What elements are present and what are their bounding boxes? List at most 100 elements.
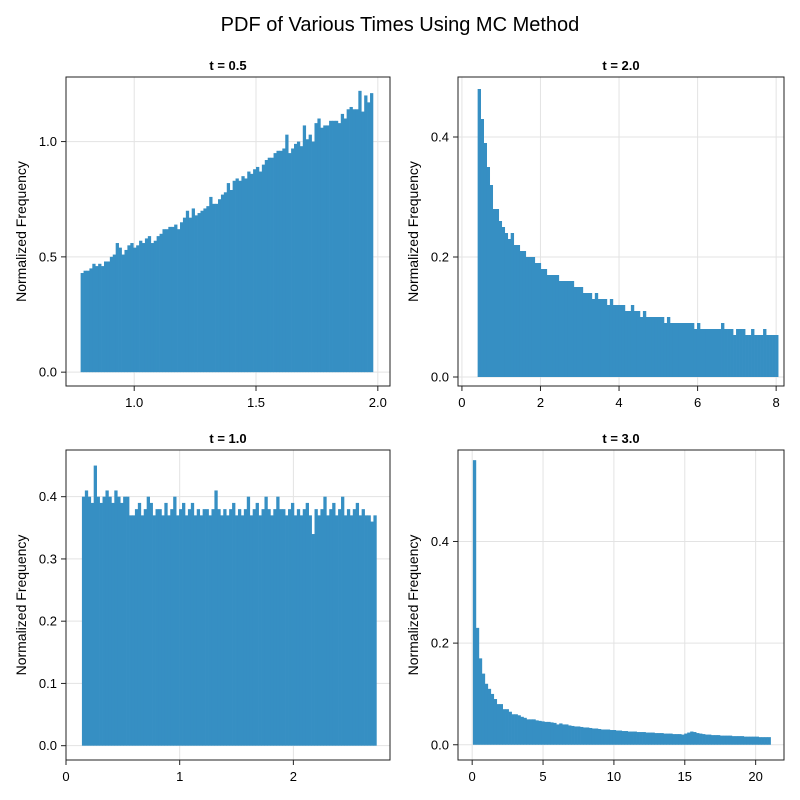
histogram-bar [217, 509, 220, 746]
histogram-bar [135, 509, 138, 746]
histogram-bar [101, 266, 104, 372]
histogram-bar [186, 211, 189, 372]
histogram-bar [637, 732, 640, 745]
histogram-bar [100, 503, 103, 746]
histogram-bar [658, 317, 661, 377]
histogram-bar [264, 497, 267, 746]
histogram-bar [556, 724, 559, 744]
histogram-bar [487, 167, 490, 377]
histogram-bar [532, 257, 535, 377]
histogram-bar [329, 121, 332, 372]
histogram-bar [705, 735, 708, 745]
histogram-bar [113, 255, 116, 373]
histogram-bar [206, 206, 209, 372]
histogram-bar [170, 509, 173, 746]
histogram-bar [235, 515, 238, 745]
histogram-bar [706, 329, 709, 377]
histogram-bar [114, 490, 117, 745]
histogram-bar [592, 728, 595, 744]
histogram-bar [765, 737, 768, 745]
histogram-bar [276, 151, 279, 372]
histogram-bar [306, 503, 309, 746]
histogram-bar [753, 737, 756, 745]
subplot-2: 0 2 4 6 80.00.20.4t = 2.0Normalized Frequenc… [405, 58, 784, 410]
histogram-bar [122, 255, 125, 373]
histogram-bar [232, 503, 235, 746]
histogram-bar [661, 317, 664, 377]
histogram-bar [497, 704, 500, 745]
histogram-bar [604, 730, 607, 745]
histogram-bar [294, 515, 297, 745]
subplot-title: t = 0.5 [209, 58, 246, 73]
histogram-bar [646, 317, 649, 377]
histogram-bar [353, 509, 356, 746]
histogram-bar [723, 736, 726, 745]
histogram-bar [744, 737, 747, 745]
histogram-bar [84, 271, 87, 372]
histogram-bar [291, 148, 294, 372]
histogram-bar [220, 515, 223, 745]
histogram-bar [197, 509, 200, 746]
histogram-bar [544, 722, 547, 745]
histogram-bar [681, 735, 684, 745]
histogram-bar [499, 221, 502, 377]
histogram-bar [580, 287, 583, 377]
histogram-bar [338, 509, 341, 746]
histogram-bar [574, 726, 577, 744]
histogram-bar [496, 209, 499, 377]
histogram-bar [315, 509, 318, 746]
histogram-bar [230, 190, 233, 372]
histogram-bar [541, 721, 544, 744]
histogram-bar [595, 728, 598, 744]
histogram-bar [538, 721, 541, 745]
histogram-bar [541, 269, 544, 377]
histogram-bar [676, 323, 679, 377]
histogram-bar [212, 204, 215, 372]
y-tick-label: 0.0 [431, 370, 449, 385]
histogram-bar [226, 515, 229, 745]
histogram-bar [667, 317, 670, 377]
histogram-bar [120, 503, 123, 746]
histogram-bar [238, 181, 241, 372]
histogram-bar [732, 736, 735, 745]
histogram-bar [129, 515, 132, 745]
x-tick-label: 2.0 [369, 395, 387, 410]
histogram-bar [673, 323, 676, 377]
histogram-bar [247, 172, 250, 373]
histogram-bar [224, 192, 227, 372]
histogram-bar [610, 730, 613, 745]
x-tick-label: 0 [458, 395, 465, 410]
histogram-bar [571, 281, 574, 377]
histogram-bar [729, 736, 732, 745]
histogram-bar [223, 509, 226, 746]
histogram-bar [282, 509, 285, 746]
histogram-bar [344, 515, 347, 745]
histogram-bar [721, 323, 724, 377]
histogram-bar [326, 515, 329, 745]
y-tick-label: 0.2 [39, 614, 57, 629]
histogram-bar [520, 251, 523, 377]
histogram-bar [697, 323, 700, 377]
histogram-bar [350, 515, 353, 745]
histogram-bar [126, 497, 129, 746]
histogram-bar [262, 165, 265, 373]
histogram-bar [648, 733, 651, 745]
x-tick-label: 5 [539, 769, 546, 784]
histogram-bar [88, 497, 91, 746]
histogram-bar [168, 227, 171, 372]
histogram-bar [347, 109, 350, 372]
histogram-bar [368, 515, 371, 745]
histogram-bar [515, 714, 518, 744]
histogram-bar [86, 271, 89, 372]
histogram-bar [267, 509, 270, 746]
histogram-bar [148, 236, 151, 372]
histogram-bar [682, 323, 685, 377]
histogram-bar [672, 734, 675, 745]
histogram-bar [660, 733, 663, 745]
histogram-bar [669, 734, 672, 745]
histogram-bar [500, 704, 503, 745]
histogram-bar [616, 305, 619, 377]
histogram-bar [142, 243, 145, 372]
subplot-3: 0 1 20.00.10.20.30.4t = 1.0Normalized Freq… [13, 431, 390, 784]
histogram-bar [300, 146, 303, 372]
